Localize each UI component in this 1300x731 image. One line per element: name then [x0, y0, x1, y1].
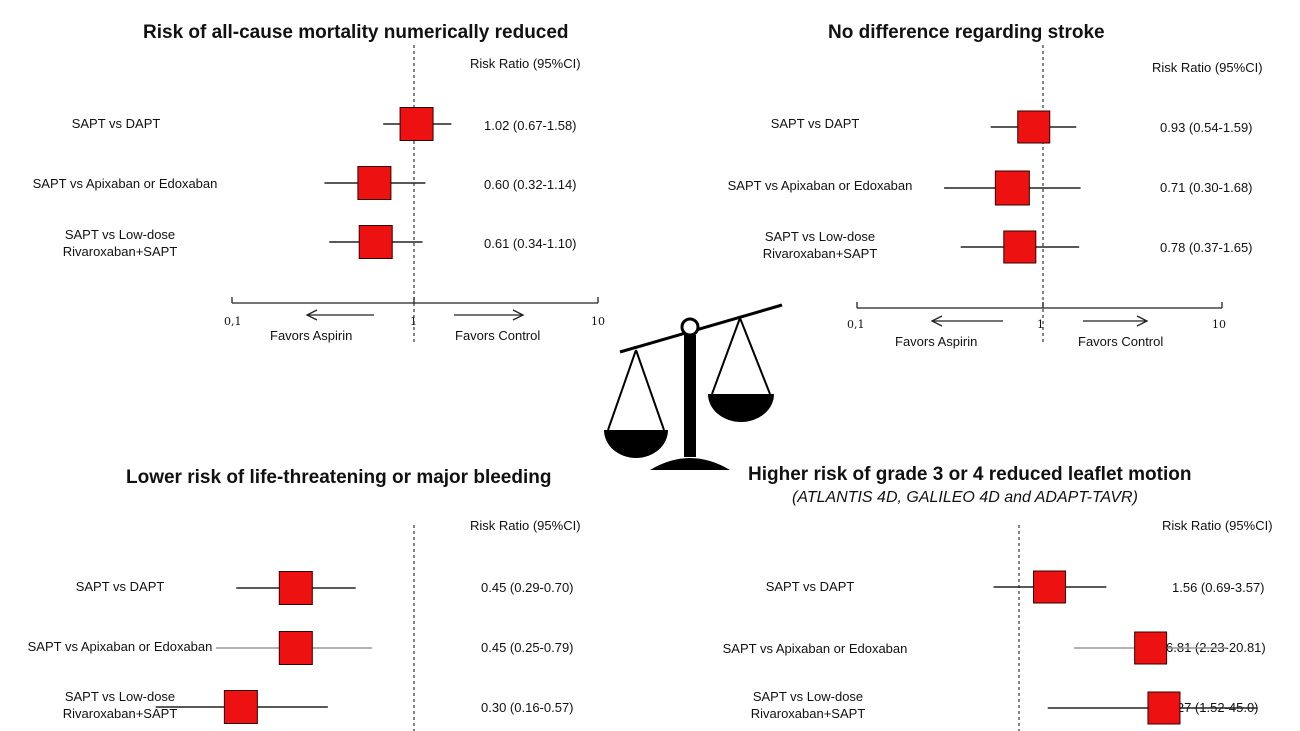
panel1-row-label: SAPT vs Low-dose Rivaroxaban+SAPT	[62, 227, 178, 259]
panel2-title: No difference regarding stroke	[828, 22, 1105, 43]
panel3-title: Lower risk of life-threatening or major …	[126, 467, 552, 488]
panel2-row-label: SAPT vs Apixaban or Edoxaban	[727, 178, 913, 193]
panel2-row-label: SAPT vs Low-dose Rivaroxaban+SAPT	[762, 229, 878, 261]
panel3-row-value: 0.45 (0.25-0.79)	[481, 640, 574, 655]
estimate-marker	[1147, 691, 1181, 725]
panel2-row-value: 0.71 (0.30-1.68)	[1160, 180, 1253, 195]
estimate-marker	[1134, 631, 1168, 665]
balance-scale-icon	[604, 303, 783, 470]
estimate-marker	[357, 166, 392, 200]
panel4-subtitle: (ATLANTIS 4D, GALILEO 4D and ADAPT-TAVR)	[792, 489, 1138, 506]
favors-left-arrowhead	[305, 309, 318, 321]
estimate-marker	[278, 571, 313, 605]
panel1-axis-tick-max: 10	[591, 315, 605, 328]
panel2-row-value: 0.93 (0.54-1.59)	[1160, 120, 1253, 135]
panel2-row-label: SAPT vs DAPT	[770, 116, 860, 131]
panel3-row-value: 0.30 (0.16-0.57)	[481, 700, 574, 715]
estimate-marker	[1003, 230, 1037, 264]
panel2-axis-tick-mid: 1	[1037, 318, 1044, 331]
panel2-axis-tick-min: 0,1	[847, 318, 865, 331]
estimate-marker	[358, 225, 393, 259]
panel1-row-label: SAPT vs DAPT	[71, 116, 161, 131]
panel2-favors-right: Favors Control	[1078, 334, 1164, 349]
estimate-marker	[223, 690, 258, 724]
panel3-rr-header: Risk Ratio (95%CI)	[470, 518, 581, 533]
panel3-row-value: 0.45 (0.29-0.70)	[481, 580, 574, 595]
favors-right-arrowhead	[512, 309, 525, 321]
panel1-title: Risk of all-cause mortality numerically …	[143, 22, 569, 43]
panel4-row-value: 1.56 (0.69-3.57)	[1172, 580, 1265, 595]
panel1-row-value: 0.61 (0.34-1.10)	[484, 236, 577, 251]
panel4-row-label: SAPT vs Apixaban or Edoxaban	[722, 641, 908, 656]
favors-right-arrowhead	[1136, 315, 1149, 327]
panel3-row-label: SAPT vs Low-dose Rivaroxaban+SAPT	[62, 689, 178, 721]
panel1-favors-right: Favors Control	[455, 328, 541, 343]
panel1-rr-header: Risk Ratio (95%CI)	[470, 56, 581, 71]
panel4-title: Higher risk of grade 3 or 4 reduced leaf…	[748, 464, 1192, 485]
panel4-row-label: SAPT vs DAPT	[765, 579, 855, 594]
panel3-row-label: SAPT vs DAPT	[75, 579, 165, 594]
panel4-row-label: SAPT vs Low-dose Rivaroxaban+SAPT	[750, 689, 866, 721]
panel1-row-value: 1.02 (0.67-1.58)	[484, 118, 577, 133]
panel1-axis-tick-min: 0,1	[224, 315, 242, 328]
panel1-row-value: 0.60 (0.32-1.14)	[484, 177, 577, 192]
estimate-marker	[1017, 110, 1051, 144]
panel4-rr-header: Risk Ratio (95%CI)	[1162, 518, 1273, 533]
panel3-row-label: SAPT vs Apixaban or Edoxaban	[27, 639, 213, 654]
favors-left-arrowhead	[930, 315, 943, 327]
panel2-rr-header: Risk Ratio (95%CI)	[1152, 60, 1263, 75]
panel1-row-label: SAPT vs Apixaban or Edoxaban	[32, 176, 218, 191]
panel2-axis-tick-max: 10	[1212, 318, 1226, 331]
estimate-marker	[399, 107, 434, 141]
panel2-row-value: 0.78 (0.37-1.65)	[1160, 240, 1253, 255]
panel2-favors-left: Favors Aspirin	[895, 334, 978, 349]
estimate-marker	[278, 631, 313, 665]
estimate-marker	[994, 170, 1030, 206]
estimate-marker	[1033, 570, 1067, 604]
panel1-favors-left: Favors Aspirin	[270, 328, 353, 343]
